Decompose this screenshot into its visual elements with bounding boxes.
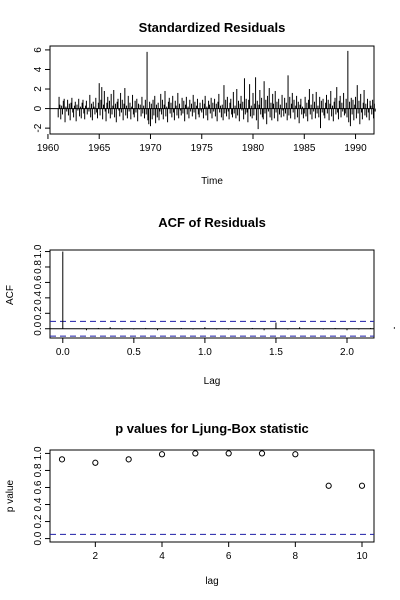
acf-x-tick-label: 1.5 (269, 347, 283, 358)
acf-y-tick-label: 0.4 (33, 290, 44, 304)
acf-panel: ACF of Residuals 0.0 0.5 1.0 1.5 2.0 0.00.20… (5, 215, 395, 387)
pvalue-point (358, 482, 366, 489)
acf-y-tick-label: 0.6 (33, 275, 44, 289)
acf-series (50, 251, 395, 337)
residuals-title: Standardized Residuals (139, 20, 286, 35)
ljungbox-x-tick-label: 8 (293, 551, 299, 562)
residuals-y-tick-label: 4 (33, 66, 44, 72)
residuals-y-axis: -2 0 2 4 6 (33, 47, 50, 133)
ljungbox-y-tick-label: 0.2 (33, 514, 44, 528)
acf-y-tick-label: 1.0 (33, 244, 44, 258)
ljungbox-series (50, 450, 374, 535)
ljungbox-x-tick-label: 4 (159, 551, 165, 562)
residuals-y-tick-label: -2 (33, 123, 44, 132)
residuals-plot-frame (49, 45, 375, 135)
acf-title: ACF of Residuals (158, 215, 266, 230)
ljungbox-x-axis: 2 4 6 8 10 (93, 542, 368, 562)
ljungbox-y-tick-label: 0.6 (33, 480, 44, 494)
ljungbox-title: p values for Ljung-Box statistic (115, 421, 309, 436)
pvalue-point (225, 450, 232, 457)
pvalue-point (292, 451, 299, 458)
residuals-x-tick-label: 1990 (344, 143, 367, 154)
acf-x-tick-label: 2.0 (340, 347, 354, 358)
pvalue-point (92, 459, 99, 466)
ljungbox-ylabel: p value (5, 479, 16, 512)
pvalue-point (158, 451, 166, 458)
residuals-x-tick-label: 1960 (37, 143, 60, 154)
pvalue-point (192, 450, 199, 457)
residuals-x-tick-label: 1985 (293, 143, 316, 154)
acf-x-axis: 0.0 0.5 1.0 1.5 2.0 (56, 338, 354, 358)
pvalue-point (325, 482, 332, 489)
residuals-y-tick-label: 6 (33, 47, 44, 53)
acf-ylabel: ACF (5, 285, 16, 305)
acf-plot-frame (49, 249, 375, 339)
acf-x-tick-label: 1.0 (198, 347, 212, 358)
pvalue-point (58, 456, 66, 463)
ljungbox-y-tick-label: 0.4 (33, 497, 44, 511)
pvalue-point (258, 450, 266, 457)
residuals-xlabel: Time (201, 176, 223, 187)
acf-x-tick-label: 0.0 (56, 347, 70, 358)
ljungbox-y-tick-label: 1.0 (33, 446, 44, 460)
ljungbox-y-tick-label: 0.8 (33, 463, 44, 477)
pvalue-point (125, 456, 132, 463)
ljungbox-y-tick-label: 0.0 (33, 531, 44, 545)
residuals-y-tick-label: 0 (33, 105, 44, 111)
residuals-x-tick-label: 1965 (88, 143, 111, 154)
acf-y-tick-label: 0.2 (33, 306, 44, 320)
acf-x-tick-label: 0.5 (127, 347, 141, 358)
residuals-x-tick-label: 1975 (191, 143, 214, 154)
acf-y-axis: 0.00.2 0.40.60.8 1.0 (33, 244, 50, 336)
ljungbox-x-tick-label: 2 (93, 551, 99, 562)
acf-y-tick-label: 0.0 (33, 321, 44, 335)
ljungbox-plot-frame (49, 449, 375, 543)
ljungbox-y-axis: 0.0 0.2 0.4 0.6 0.8 1.0 (33, 446, 50, 546)
ljungbox-x-tick-label: 10 (356, 551, 368, 562)
ljungbox-xlabel: lag (205, 576, 218, 587)
ljungbox-panel: p values for Ljung-Box statistic 2 4 6 8 10 … (5, 421, 375, 587)
residuals-x-tick-label: 1980 (242, 143, 265, 154)
residuals-x-axis: 1960 1965 1970 1975 1980 1985 1990 (37, 134, 367, 154)
residuals-x-tick-label: 1970 (139, 143, 162, 154)
residuals-y-tick-label: 2 (33, 86, 44, 92)
residuals-panel: Standardized Residuals 1960 1965 1970 1975 1… (33, 20, 376, 187)
ljungbox-x-tick-label: 6 (226, 551, 232, 562)
residuals-series (50, 50, 376, 130)
acf-xlabel: Lag (204, 376, 221, 387)
acf-y-tick-label: 0.8 (33, 260, 44, 274)
